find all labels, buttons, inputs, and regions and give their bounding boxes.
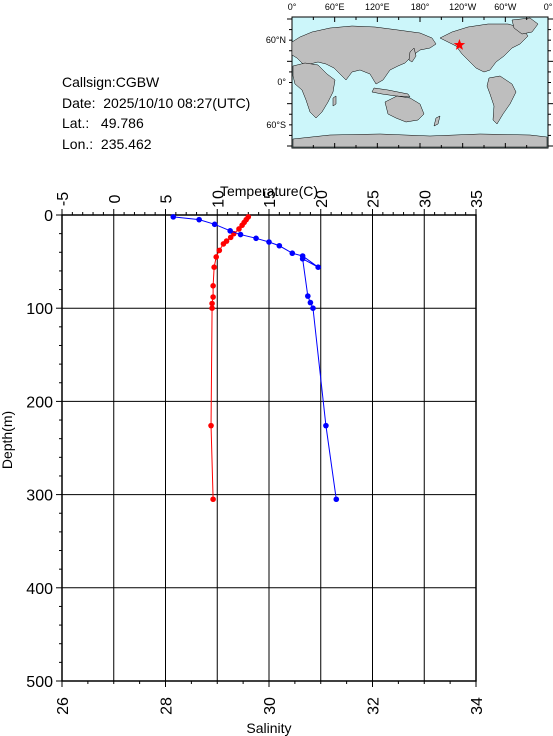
station-info: Callsign:CGBW Date: 2025/10/10 08:27(UTC… xyxy=(62,72,250,154)
depth-tick-label: 200 xyxy=(26,394,53,411)
date-label: Date: xyxy=(62,94,96,111)
lat-label: Lat.: xyxy=(62,115,90,131)
salinity-point xyxy=(333,496,340,503)
salinity-line xyxy=(173,216,337,500)
map-lat-labels: 60°N 0° 60°S xyxy=(266,35,287,130)
australia-landmass xyxy=(384,95,425,123)
lat-value: 49.786 xyxy=(100,115,144,131)
map-lon-label: 0° xyxy=(288,2,297,12)
salinity-point xyxy=(237,231,244,238)
salinity-tick-label: 28 xyxy=(159,697,176,715)
depth-tick-label: 500 xyxy=(26,674,53,691)
salinity-point xyxy=(211,221,218,228)
salinity-tick-label: 26 xyxy=(55,697,72,715)
salinity-point xyxy=(289,250,296,257)
temperature-point xyxy=(210,283,216,289)
map-lon-label: 60°W xyxy=(494,2,517,12)
salinity-point xyxy=(305,293,311,299)
map-ticks xyxy=(287,17,553,148)
date-row: Date: 2025/10/10 08:27(UTC) xyxy=(62,93,250,114)
temperature-point xyxy=(210,496,216,503)
temperature-tick-label: 15 xyxy=(262,190,279,208)
depth-tick-label: 100 xyxy=(26,301,53,318)
salinity-point xyxy=(266,239,272,245)
callsign-row: Callsign:CGBW xyxy=(62,72,250,93)
salinity-point xyxy=(315,264,321,270)
temperature-tick-labels: -5 0 5 10 15 20 25 30 35 xyxy=(55,190,486,208)
temperature-point xyxy=(211,264,217,270)
temperature-tick-label: 5 xyxy=(159,194,176,203)
callsign-label: Callsign: xyxy=(62,74,116,90)
salinity-tick-label: 32 xyxy=(366,697,383,715)
station-marker-star xyxy=(453,39,466,50)
salinity-point xyxy=(299,256,306,262)
series-layer xyxy=(170,214,340,503)
depth-tick-label: 300 xyxy=(26,488,53,505)
map-lat-label: 0° xyxy=(277,77,286,87)
salinity-point xyxy=(196,216,202,223)
depth-tick-label: 0 xyxy=(44,208,53,225)
salinity-tick-labels: 26 28 30 32 34 xyxy=(55,697,486,715)
map-lon-label: 0° xyxy=(544,2,553,12)
japan-islands xyxy=(408,47,417,63)
salinity-point xyxy=(170,214,177,220)
salinity-point xyxy=(307,299,314,306)
map-lon-label: 120°E xyxy=(365,2,390,12)
temperature-point xyxy=(239,222,245,229)
lon-row: Lon.: 235.462 xyxy=(62,134,250,155)
salinity-axis-label: Salinity xyxy=(246,720,291,736)
greenland-landmass xyxy=(511,17,539,35)
temperature-axis-label: Temperature(C) xyxy=(220,183,318,199)
temperature-tick-label: -5 xyxy=(55,192,72,206)
temperature-point xyxy=(236,226,242,232)
indonesia-islands xyxy=(371,87,411,98)
temperature-point xyxy=(227,234,234,241)
temperature-point xyxy=(216,247,223,254)
salinity-point xyxy=(253,235,259,242)
map-lon-label: 60°E xyxy=(325,2,345,12)
africa-landmass xyxy=(292,62,336,119)
lat-row: Lat.: 49.786 xyxy=(62,113,250,134)
salinity-tick-label: 30 xyxy=(262,697,279,715)
new-zealand-islands xyxy=(433,115,441,127)
map-lon-label: 180° xyxy=(411,2,430,12)
callsign-value: CGBW xyxy=(115,74,160,90)
salinity-point xyxy=(310,305,316,312)
temperature-point xyxy=(220,241,227,247)
salinity-point xyxy=(276,242,283,249)
chart-ticks xyxy=(56,209,477,687)
map-lat-label: 60°S xyxy=(266,120,286,130)
lon-label: Lon.: xyxy=(62,135,94,152)
madagascar-landmass xyxy=(332,95,337,107)
eurasia-landmass xyxy=(291,25,437,85)
temperature-tick-label: 25 xyxy=(366,190,383,208)
map-land xyxy=(291,17,548,148)
map-lon-labels: 0° 60°E 120°E 180° 120°W 60°W 0° xyxy=(288,2,553,12)
map-lon-label: 120°W xyxy=(449,2,477,12)
temperature-tick-label: 0 xyxy=(107,194,124,203)
south-america-landmass xyxy=(486,75,517,125)
depth-tick-labels: 0 100 200 300 400 500 xyxy=(26,208,53,691)
lon-value: 235.462 xyxy=(100,135,152,152)
salinity-point xyxy=(227,228,233,234)
depth-axis-label: Depth(m) xyxy=(0,411,15,469)
temperature-tick-label: 30 xyxy=(417,190,434,208)
temperature-point xyxy=(209,305,215,312)
temperature-point xyxy=(208,422,214,429)
date-value: 2025/10/10 08:27(UTC) xyxy=(103,94,251,111)
temperature-point xyxy=(210,294,216,300)
temperature-tick-label: 10 xyxy=(210,190,227,208)
salinity-point xyxy=(323,422,329,429)
map-lat-label: 60°N xyxy=(266,35,286,45)
temperature-point xyxy=(213,254,220,260)
salinity-tick-label: 34 xyxy=(469,697,486,715)
depth-tick-label: 400 xyxy=(26,581,53,598)
chart-grid xyxy=(61,214,477,682)
north-america-landmass xyxy=(439,23,529,73)
temperature-tick-label: 35 xyxy=(469,190,486,208)
temperature-point xyxy=(209,300,215,307)
temperature-tick-label: 20 xyxy=(314,190,331,208)
